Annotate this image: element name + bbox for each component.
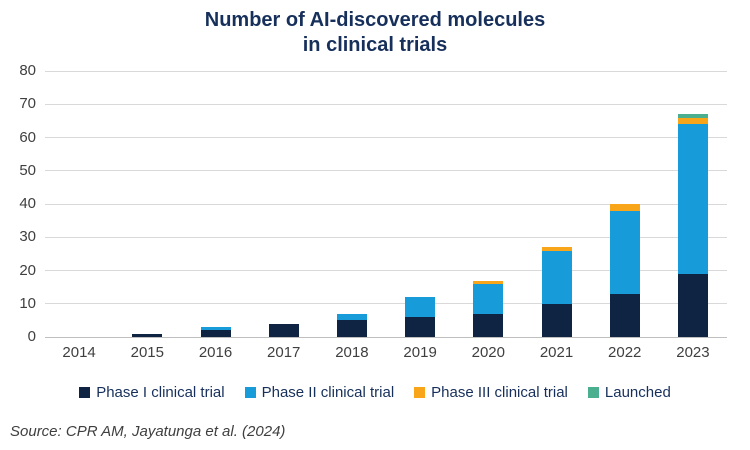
gridline-y80 xyxy=(45,70,727,72)
legend-label-launched: Launched xyxy=(604,383,671,401)
bar-2023-phase3 xyxy=(677,117,708,125)
x-tick-label-2018: 2018 xyxy=(335,344,369,361)
legend-label-phase1: Phase I clinical trial xyxy=(96,383,225,401)
bar-2021-phase1 xyxy=(541,303,572,337)
y-tick-label-20: 20 xyxy=(19,261,36,279)
x-tick-label-2015: 2015 xyxy=(130,344,164,361)
legend-item-phase1: Phase I clinical trial xyxy=(79,383,225,401)
y-tick-label-80: 80 xyxy=(19,62,36,79)
x-axis-labels: 2014 2015 2016 2017 2018 2019 2020 2021 2022 2023 xyxy=(45,344,727,364)
gridline-y30 xyxy=(45,236,727,238)
legend-swatch-launched xyxy=(587,386,599,398)
gridline-y60 xyxy=(45,137,727,138)
legend-swatch-phase3 xyxy=(414,386,426,398)
gridline-y50 xyxy=(45,170,727,172)
plot-area xyxy=(45,70,727,338)
x-tick-label-2023: 2023 xyxy=(676,344,710,361)
bar-2021-phase3 xyxy=(541,247,572,251)
x-tick-label-2020: 2020 xyxy=(471,344,505,361)
bar-2019-phase1 xyxy=(405,317,436,337)
bar-2019-phase2 xyxy=(405,297,436,318)
bar-2018-phase2 xyxy=(336,313,367,321)
bar-2015-phase1 xyxy=(132,333,163,337)
gridline-y20 xyxy=(45,270,727,271)
gridline-y40 xyxy=(45,203,727,205)
source-line: Source: CPR AM, Jayatunga et al. (2024) xyxy=(10,423,286,440)
y-tick-label-60: 60 xyxy=(19,128,36,146)
legend-label-phase3: Phase III clinical trial xyxy=(431,383,568,401)
legend-swatch-phase2 xyxy=(244,386,256,398)
legend-item-launched: Launched xyxy=(587,383,671,401)
bar-2016-phase2 xyxy=(200,327,231,331)
gridline-y0 xyxy=(45,336,727,338)
x-tick-label-2014: 2014 xyxy=(62,344,96,361)
bar-2023-launched xyxy=(677,114,708,118)
bar-2020-phase3 xyxy=(473,280,504,284)
bar-2023-phase2 xyxy=(677,124,708,274)
legend-swatch-phase1 xyxy=(79,386,91,398)
y-tick-label-0: 0 xyxy=(27,328,36,345)
x-tick-label-2021: 2021 xyxy=(539,344,574,361)
x-tick-label-2017: 2017 xyxy=(267,344,301,361)
legend: Phase I clinical trial Phase II clinical… xyxy=(0,381,750,403)
x-tick-label-2022: 2022 xyxy=(608,344,642,361)
bar-2022-phase1 xyxy=(609,293,640,337)
bar-2023-phase1 xyxy=(677,273,708,337)
legend-label-phase2: Phase II clinical trial xyxy=(261,383,395,401)
bar-2022-phase3 xyxy=(609,204,640,211)
x-tick-label-2016: 2016 xyxy=(198,344,233,361)
gridline-y10 xyxy=(45,303,727,305)
y-axis-labels: 0 10 20 30 40 50 60 70 80 xyxy=(0,63,36,345)
y-tick-label-50: 50 xyxy=(19,161,36,179)
bar-2022-phase2 xyxy=(609,210,640,294)
y-tick-label-40: 40 xyxy=(19,195,36,212)
x-tick-label-2019: 2019 xyxy=(403,344,437,361)
y-tick-label-10: 10 xyxy=(19,294,36,312)
bar-2020-phase2 xyxy=(473,283,504,314)
gridline-y70 xyxy=(45,103,727,105)
bar-2018-phase1 xyxy=(336,320,367,337)
bar-2020-phase1 xyxy=(473,313,504,337)
bar-2021-phase2 xyxy=(541,250,572,304)
y-tick-label-70: 70 xyxy=(19,95,36,113)
legend-item-phase2: Phase II clinical trial xyxy=(244,383,395,401)
y-tick-label-30: 30 xyxy=(19,228,36,246)
chart-title: Number of AI-discovered molecules in cli… xyxy=(204,9,546,56)
legend-item-phase3: Phase III clinical trial xyxy=(414,384,568,401)
bar-2016-phase1 xyxy=(200,330,231,337)
bar-2017-phase1 xyxy=(268,323,299,337)
